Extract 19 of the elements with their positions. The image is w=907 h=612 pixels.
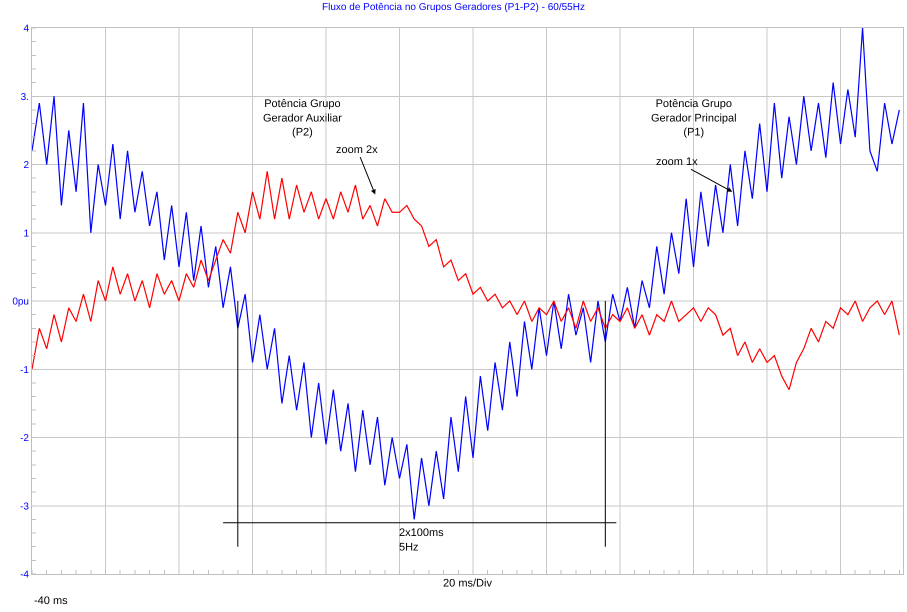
ref-line-label: 2x100ms 5Hz xyxy=(399,527,444,554)
y-tick-label: -1 xyxy=(20,364,30,376)
chart-title: Fluxo de Potência no Grupos Geradores (P1-P2) - 60/55Hz xyxy=(322,2,585,14)
y-tick-label: 1 xyxy=(23,228,30,240)
annotation: zoom 1x xyxy=(656,156,698,168)
line-series xyxy=(32,170,900,390)
line-series xyxy=(32,28,900,520)
x-axis-title: 20 ms/Div xyxy=(443,577,492,590)
annotation: zoom 2x xyxy=(336,144,378,156)
y-tick-label: 0pu xyxy=(12,296,29,308)
y-tick-label: 2 xyxy=(23,160,30,171)
y-tick-label: -2 xyxy=(20,433,30,444)
y-tick-label: 4 xyxy=(23,24,30,34)
y-tick-label: -4 xyxy=(20,570,30,580)
y-tick-label: 3. xyxy=(20,92,29,103)
y-tick-label: -3 xyxy=(20,501,30,512)
text: -40 ms xyxy=(34,595,68,607)
annotation: Potência Grupo Gerador Auxiliar (P2) xyxy=(263,98,342,139)
annotation: Potência Grupo Gerador Principal (P1) xyxy=(651,98,737,139)
